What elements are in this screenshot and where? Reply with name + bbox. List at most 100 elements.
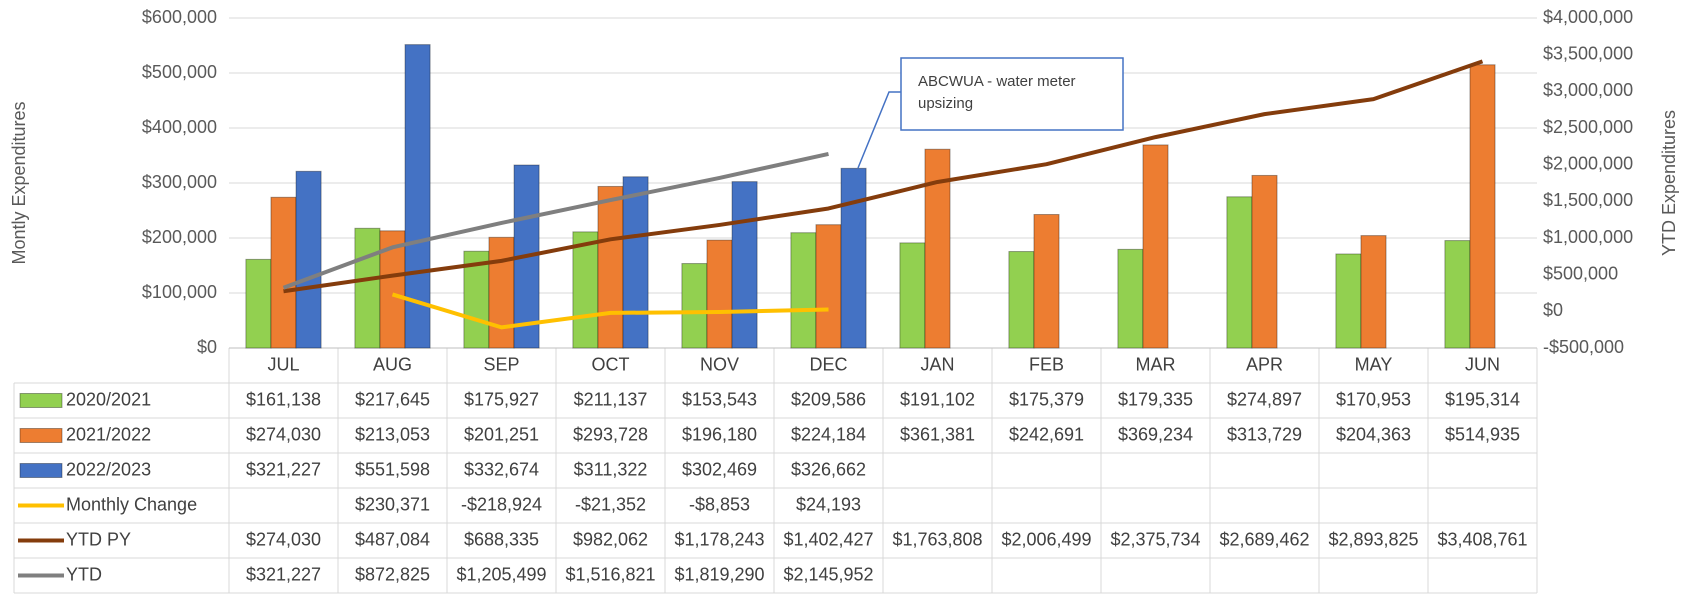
x-tick-label: FEB xyxy=(1029,354,1064,374)
table-cell: $2,375,734 xyxy=(1110,529,1200,549)
table-cell: $191,102 xyxy=(900,389,975,409)
table-cell: $179,335 xyxy=(1118,389,1193,409)
table-cell: $211,137 xyxy=(574,389,648,409)
table-cell: $2,689,462 xyxy=(1219,529,1309,549)
legend-label: Monthly Change xyxy=(66,494,197,514)
y-axis-title: Montly Expenditures xyxy=(9,101,29,264)
table-cell: $230,371 xyxy=(355,494,430,514)
bar xyxy=(622,176,649,349)
x-tick-label: DEC xyxy=(809,354,847,374)
line-series xyxy=(283,59,1484,294)
annotation-text: ABCWUA - water meter upsizing xyxy=(918,73,1076,112)
callout-line xyxy=(857,91,901,169)
legend-label: 2021/2022 xyxy=(66,424,151,444)
legend-swatch xyxy=(19,428,63,443)
bar xyxy=(1360,235,1387,349)
table-cell: $1,763,808 xyxy=(892,529,982,549)
table-cell: $224,184 xyxy=(791,424,866,444)
table-cell: $487,084 xyxy=(355,529,430,549)
table-cell: $2,006,499 xyxy=(1001,529,1091,549)
bar xyxy=(1033,214,1060,349)
legend-label: YTD xyxy=(66,564,102,584)
y2-tick-label: $1,500,000 xyxy=(1543,190,1633,210)
legend-swatch xyxy=(19,393,63,408)
table-cell: $332,674 xyxy=(464,459,539,479)
table-cell: $209,586 xyxy=(791,389,866,409)
bar xyxy=(597,185,624,349)
table-cell: $195,314 xyxy=(1445,389,1520,409)
table-cell: $170,953 xyxy=(1336,389,1411,409)
y-tick-label: $0 xyxy=(197,337,217,357)
x-tick-label: OCT xyxy=(592,354,630,374)
table-cell: $175,379 xyxy=(1009,389,1084,409)
table-cell: $204,363 xyxy=(1336,424,1411,444)
bar xyxy=(1335,253,1362,349)
table-cell: $302,469 xyxy=(682,459,757,479)
table-cell: $313,729 xyxy=(1227,424,1302,444)
table-cell: $321,227 xyxy=(246,459,321,479)
table-cell: $161,138 xyxy=(246,389,321,409)
x-tick-label: MAY xyxy=(1355,354,1393,374)
y-tick-label: $300,000 xyxy=(142,172,217,192)
table-cell: $274,030 xyxy=(246,529,321,549)
table-cell: $274,030 xyxy=(246,424,321,444)
legend-label: YTD PY xyxy=(66,529,131,549)
bar xyxy=(488,236,515,349)
x-tick-label: AUG xyxy=(373,354,412,374)
y-tick-label: $500,000 xyxy=(142,62,217,82)
bar xyxy=(295,170,322,349)
table-cell: $175,927 xyxy=(464,389,539,409)
table-cell: $1,178,243 xyxy=(674,529,764,549)
y-tick-label: $600,000 xyxy=(142,7,217,27)
x-tick-label: JAN xyxy=(920,354,954,374)
table-cell: $326,662 xyxy=(791,459,866,479)
table-cell: -$8,853 xyxy=(689,494,750,514)
table-cell: $293,728 xyxy=(573,424,648,444)
bar xyxy=(706,239,733,349)
y-tick-label: $200,000 xyxy=(142,227,217,247)
bar xyxy=(840,167,867,349)
table-cell: $1,402,427 xyxy=(783,529,873,549)
y2-axis-title: YTD Expenditures xyxy=(1659,110,1679,256)
line-series xyxy=(391,292,829,330)
x-tick-label: MAR xyxy=(1136,354,1176,374)
table-cell: $361,381 xyxy=(900,424,975,444)
bar xyxy=(731,181,758,349)
y2-tick-label: $0 xyxy=(1543,300,1563,320)
y2-tick-label: $3,000,000 xyxy=(1543,80,1633,100)
legend-label: 2022/2023 xyxy=(66,459,151,479)
x-tick-label: JUN xyxy=(1465,354,1500,374)
table-cell: $872,825 xyxy=(355,564,430,584)
table-cell: $2,893,825 xyxy=(1328,529,1418,549)
bar xyxy=(245,258,272,349)
table-cell: $201,251 xyxy=(464,424,539,444)
x-tick-label: APR xyxy=(1246,354,1283,374)
bar xyxy=(899,242,926,349)
y2-tick-label: $1,000,000 xyxy=(1543,227,1633,247)
table-cell: $3,408,761 xyxy=(1437,529,1527,549)
table-cell: $24,193 xyxy=(796,494,861,514)
y2-tick-label: $2,000,000 xyxy=(1543,153,1633,173)
y2-tick-label: $500,000 xyxy=(1543,263,1618,283)
bar xyxy=(815,224,842,349)
y2-tick-label: -$500,000 xyxy=(1543,337,1624,357)
table-cell: $2,145,952 xyxy=(783,564,873,584)
table-cell: $321,227 xyxy=(246,564,321,584)
x-tick-label: SEP xyxy=(483,354,519,374)
y-tick-label: $100,000 xyxy=(142,282,217,302)
table-cell: -$21,352 xyxy=(575,494,646,514)
bar xyxy=(1008,251,1035,349)
table-cell: $551,598 xyxy=(355,459,430,479)
y2-tick-label: $3,500,000 xyxy=(1543,43,1633,63)
bar xyxy=(354,227,381,349)
bar xyxy=(270,196,297,349)
bar xyxy=(1469,64,1496,349)
legend-label: 2020/2021 xyxy=(66,389,151,409)
bar xyxy=(1251,174,1278,349)
table-cell: $982,062 xyxy=(573,529,648,549)
bar xyxy=(572,231,599,349)
bar xyxy=(790,232,817,349)
bar xyxy=(1444,240,1471,349)
y2-tick-label: $2,500,000 xyxy=(1543,117,1633,137)
